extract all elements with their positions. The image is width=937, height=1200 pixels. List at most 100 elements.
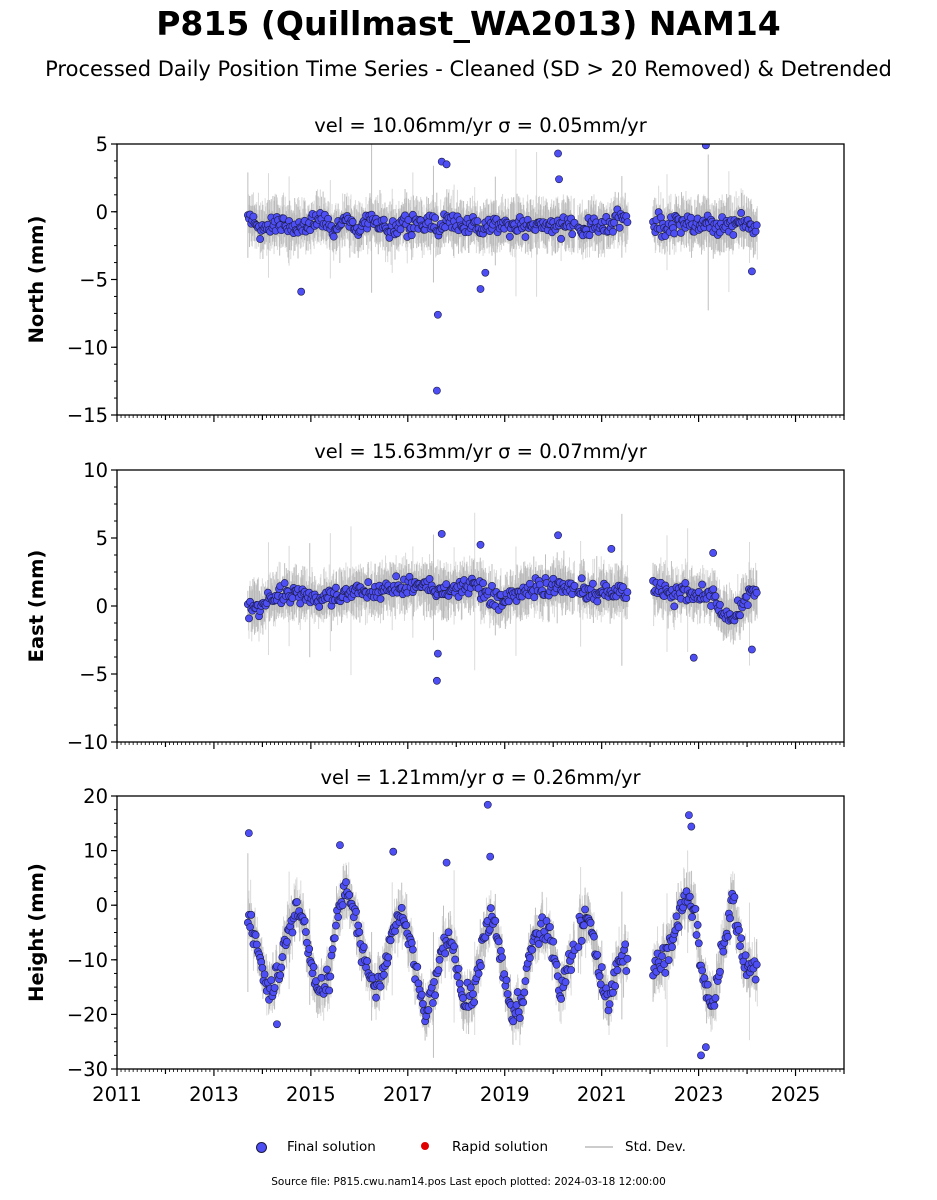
y-tick-label: −10 [67, 731, 108, 754]
panel-east: vel = 15.63mm/yr σ = 0.07mm/yr East (mm) 1… [25, 440, 845, 754]
final-solution-point [737, 209, 746, 217]
final-solution-point [413, 963, 422, 971]
final-solution-point [622, 967, 631, 975]
final-solution-point [752, 221, 761, 230]
final-solution-point [534, 940, 543, 948]
final-solution-point [752, 960, 761, 969]
final-solution-point [277, 963, 286, 972]
outlier-point [433, 649, 442, 658]
final-solution-point [509, 1017, 518, 1026]
y-tick-label: 0 [96, 894, 108, 917]
final-solution-point [505, 232, 514, 241]
final-solution-point [710, 1001, 719, 1010]
final-solution-point [397, 903, 406, 912]
final-solution-point [338, 901, 347, 910]
final-solution-point [376, 594, 385, 603]
final-solution-point [249, 212, 258, 221]
y-axis-label-north: North (mm) [25, 216, 48, 344]
final-solution-point [688, 913, 696, 921]
outlier-point [701, 1043, 710, 1052]
final-solution-point [278, 953, 287, 961]
final-solution-point [407, 939, 416, 947]
final-solution-point [455, 979, 464, 988]
y-tick-label: 10 [83, 459, 108, 482]
final-solution-point [430, 978, 438, 986]
final-solution-point [355, 928, 364, 937]
final-solution-point [434, 966, 443, 975]
x-tick-label: 2015 [286, 1083, 336, 1106]
final-solution-point [711, 994, 720, 1002]
final-solution-point [270, 983, 279, 992]
y-tick-label: −30 [67, 1058, 108, 1081]
legend-label-std: Std. Dev. [625, 1139, 686, 1155]
final-solution-point [743, 601, 752, 610]
final-solution-point [296, 599, 305, 608]
std-dev-line-icon [585, 1146, 613, 1148]
final-solution-point [698, 580, 707, 589]
final-solution-point [476, 962, 485, 971]
y-tick-label: −20 [67, 1003, 108, 1026]
final-solution-point [668, 943, 676, 951]
outlier-point [433, 310, 442, 319]
final-solution-point [379, 215, 388, 224]
final-solution-point [379, 970, 388, 979]
data-layer-east [243, 512, 761, 685]
outlier-point [437, 530, 446, 538]
final-solution-point [450, 942, 458, 951]
final-solution-point [568, 230, 577, 239]
final-solution-point [691, 905, 700, 913]
final-solution-point [711, 592, 720, 601]
outlier-point [432, 676, 441, 685]
final-solution-point [451, 955, 460, 964]
final-solution-point [593, 597, 602, 606]
final-solution-point [567, 966, 576, 974]
final-solution-point [469, 990, 477, 999]
final-solution-point [528, 945, 537, 954]
x-tick-label: 2013 [189, 1083, 239, 1106]
final-solution-point [407, 231, 416, 240]
x-tick-label: 2023 [674, 1083, 724, 1106]
final-solution-point [424, 1006, 433, 1014]
y-axis-label-east: East (mm) [25, 550, 48, 663]
final-solution-point [442, 580, 451, 589]
final-solution-point [703, 980, 712, 989]
final-solution-point [585, 231, 594, 240]
final-solution-point [586, 918, 595, 927]
final-solution-point [698, 966, 707, 975]
outlier-point [244, 829, 253, 838]
final-solution-point [595, 972, 604, 981]
final-solution-point [623, 954, 632, 963]
final-solution-point [488, 581, 496, 590]
x-tick-label: 2019 [480, 1083, 530, 1106]
outlier-point [273, 1020, 281, 1029]
final-solution-point [435, 955, 444, 964]
final-solution-point [730, 893, 739, 901]
final-solution-point [736, 942, 744, 950]
final-solution-point [309, 963, 318, 971]
final-solution-point [384, 953, 393, 962]
final-solution-point [557, 994, 566, 1003]
final-solution-point [288, 928, 297, 937]
final-solution-point [525, 579, 534, 588]
final-solution-point [479, 579, 487, 588]
final-solution-point [498, 953, 506, 962]
final-solution-point [315, 602, 324, 611]
final-solution-point [677, 228, 685, 237]
final-solution-point [334, 913, 343, 921]
legend-item-rapid: Rapid solution [420, 1136, 548, 1158]
final-solution-point [590, 932, 598, 941]
final-solution-point [352, 907, 360, 916]
final-solution-point [396, 225, 405, 234]
legend-label-final: Final solution [287, 1139, 376, 1155]
final-solution-point [515, 1014, 524, 1023]
outlier-point [709, 549, 718, 557]
final-solution-point [664, 956, 673, 965]
final-solution-point [454, 964, 463, 973]
final-solution-point [418, 1000, 427, 1008]
outlier-point [697, 1051, 705, 1060]
final-solution-point [670, 602, 679, 611]
final-solution-point [609, 988, 617, 997]
final-solution-point [425, 574, 434, 583]
final-solution-point [502, 976, 511, 985]
y-tick-label: 5 [96, 133, 108, 156]
